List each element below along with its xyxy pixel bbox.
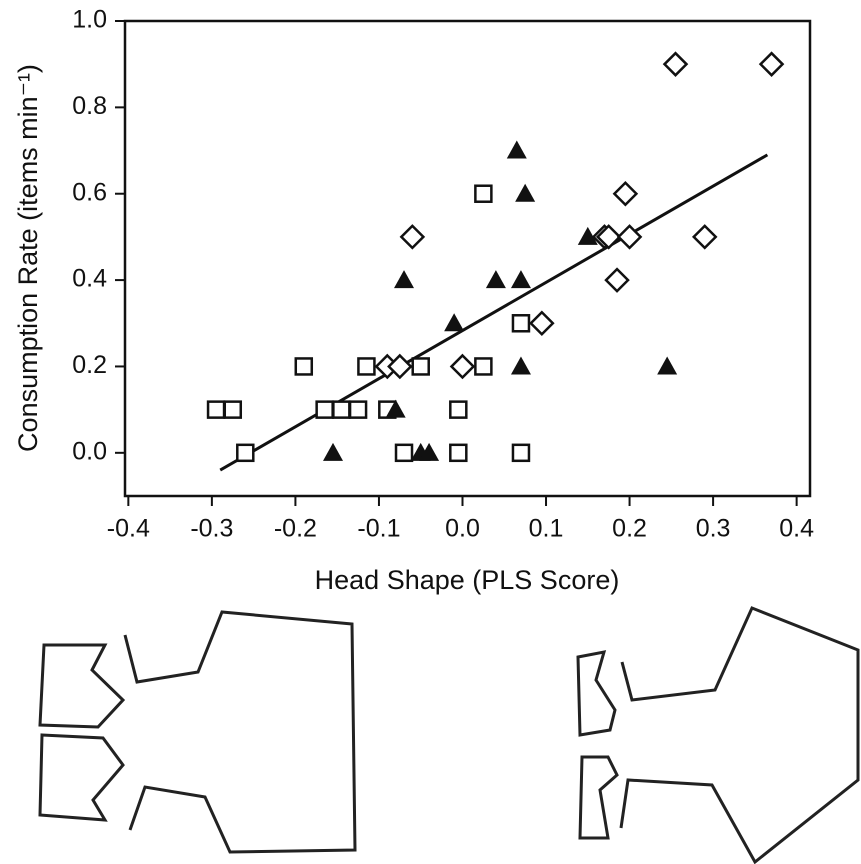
- point: [236, 443, 255, 463]
- x-tick-label: -0.3: [190, 515, 233, 543]
- y-tick-label: 0.2: [72, 351, 107, 379]
- y-axis-label: Consumption Rate (items min⁻¹): [13, 64, 43, 452]
- point: [419, 442, 440, 461]
- point: [357, 357, 376, 376]
- head-drawing-left: [38, 610, 357, 854]
- point: [511, 314, 531, 333]
- x-tick-label: 0.1: [529, 515, 564, 543]
- x-tick-label: 0.0: [445, 515, 480, 543]
- point: [206, 400, 226, 419]
- point: [662, 51, 689, 77]
- point: [394, 270, 415, 289]
- point: [612, 180, 639, 207]
- x-tick-label: 0.4: [779, 515, 814, 543]
- point: [474, 184, 493, 203]
- point: [315, 400, 334, 419]
- upper-mandible: [576, 650, 617, 737]
- head-outline: [123, 610, 357, 854]
- point: [616, 224, 643, 250]
- point: [449, 443, 468, 463]
- point: [657, 356, 678, 375]
- point: [595, 224, 622, 250]
- point: [510, 270, 531, 289]
- point: [449, 400, 468, 419]
- point: [399, 224, 426, 250]
- x-tick-label: -0.1: [357, 515, 400, 543]
- plot-frame: [123, 19, 812, 498]
- x-tick-label: 0.2: [612, 515, 647, 543]
- point: [411, 357, 430, 376]
- point: [223, 400, 243, 419]
- y-tick-label: 0.4: [72, 265, 107, 293]
- point: [444, 313, 465, 332]
- point: [506, 140, 527, 159]
- point: [323, 442, 344, 461]
- point: [394, 443, 414, 463]
- lower-mandible: [578, 755, 619, 840]
- x-tick-label: -0.4: [107, 515, 150, 543]
- y-tick-label: 0.0: [72, 437, 107, 465]
- point: [529, 310, 555, 337]
- point: [485, 270, 506, 289]
- y-tick-label: 0.6: [72, 178, 107, 206]
- y-tick-label: 1.0: [72, 6, 107, 34]
- point: [332, 400, 351, 419]
- point: [691, 224, 718, 250]
- point: [515, 183, 536, 202]
- upper-mandible: [38, 643, 126, 729]
- point: [510, 356, 531, 375]
- point: [294, 357, 314, 376]
- point: [604, 267, 630, 293]
- x-axis-label: Head Shape (PLS Score): [315, 565, 620, 595]
- head-drawing-right: [576, 606, 860, 864]
- point: [385, 399, 406, 418]
- point: [387, 353, 413, 380]
- point: [348, 400, 368, 419]
- head-outline: [619, 606, 860, 864]
- point: [577, 226, 598, 245]
- lower-mandible: [38, 733, 125, 822]
- point: [511, 443, 531, 463]
- point: [474, 357, 493, 376]
- point: [449, 353, 476, 380]
- x-tick-label: -0.2: [274, 515, 317, 543]
- y-tick-label: 0.8: [72, 92, 107, 120]
- point: [758, 51, 785, 77]
- x-tick-label: 0.3: [696, 515, 731, 543]
- trendline: [219, 153, 769, 472]
